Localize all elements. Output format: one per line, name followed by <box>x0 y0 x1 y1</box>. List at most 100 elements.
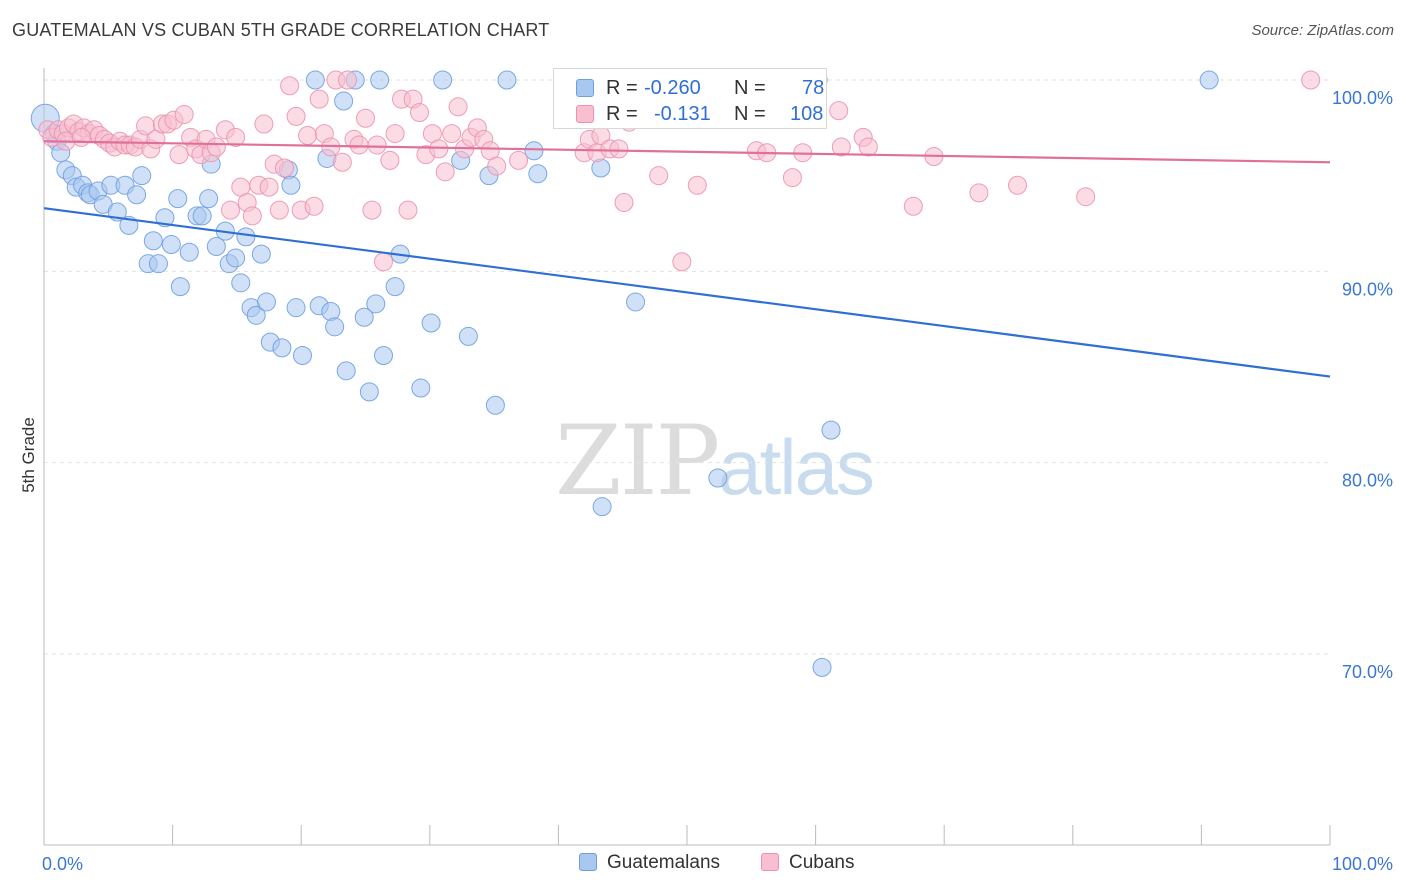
cuban-point <box>206 137 226 157</box>
guatemalan-point <box>161 235 181 255</box>
cuban-point <box>374 252 394 272</box>
guatemalan-point <box>421 313 441 333</box>
cuban-point <box>858 137 878 157</box>
guatemalan-point <box>192 206 212 226</box>
guatemalan-point <box>497 70 517 90</box>
cuban-point <box>1301 70 1321 90</box>
guatemalan-point <box>206 236 226 256</box>
cuban-point <box>169 145 189 165</box>
watermark: ZIPatlas <box>555 405 875 517</box>
guatemalan-point <box>708 468 728 488</box>
r-label: R = <box>606 77 638 99</box>
cuban-point <box>903 196 923 216</box>
cuban-point <box>1076 187 1096 207</box>
guatemalan-point <box>433 70 453 90</box>
guatemalan-point <box>334 91 354 111</box>
guatemalan-point <box>272 338 292 358</box>
x-tick-label: 0.0% <box>42 854 83 874</box>
cubans-legend-swatch <box>761 853 779 871</box>
guatemalan-point <box>366 294 386 314</box>
guatemalan-point <box>143 231 163 251</box>
y-tick-label: 90.0% <box>1342 279 1393 299</box>
guatemalan-point <box>170 277 190 297</box>
guatemalan-point <box>155 208 175 228</box>
guatemalan-point <box>292 346 312 366</box>
cuban-point <box>280 76 300 96</box>
guatemalan-point <box>148 254 168 274</box>
n-label: N = <box>734 103 766 125</box>
n-value: 78 <box>802 77 825 99</box>
cuban-point <box>442 124 462 144</box>
cuban-point <box>254 114 274 134</box>
cuban-point <box>309 89 329 109</box>
watermark-zip: ZIP <box>555 405 720 517</box>
source-label: Source: ZipAtlas.com <box>1251 22 1394 39</box>
cuban-point <box>969 183 989 203</box>
guatemalan-point <box>458 326 478 346</box>
n-label: N = <box>734 77 766 99</box>
cuban-point <box>298 125 318 145</box>
cuban-point <box>487 156 507 176</box>
cuban-point <box>174 104 194 124</box>
legend-item-cubans: Cubans <box>761 852 855 874</box>
x-tick-label: 100.0% <box>1332 854 1393 874</box>
guatemalan-point <box>246 305 266 325</box>
guatemalan-point <box>226 248 246 268</box>
cuban-point <box>356 108 375 128</box>
guatemalan-point <box>528 164 548 184</box>
cuban-point <box>71 127 91 147</box>
guatemalan-point <box>821 420 841 440</box>
correlation-legend: R = -0.260 N = 78 R = -0.131 N = 108 <box>553 68 827 129</box>
r-label: R = <box>606 103 638 125</box>
guatemalan-point <box>485 395 505 415</box>
cuban-point <box>609 139 629 159</box>
cuban-point <box>410 103 430 123</box>
cuban-point <box>286 106 306 126</box>
cuban-point <box>332 152 352 172</box>
cuban-point <box>782 168 802 188</box>
guatemalan-point <box>251 244 271 264</box>
cuban-point <box>649 166 669 186</box>
cuban-point <box>435 162 455 182</box>
guatemalan-point <box>281 175 301 195</box>
guatemalan-point <box>231 273 251 293</box>
cuban-point <box>687 175 707 195</box>
watermark-atlas: atlas <box>718 423 875 511</box>
cuban-point <box>509 150 529 170</box>
guatemalans-legend-label: Guatemalans <box>607 852 721 873</box>
cuban-point <box>385 124 405 144</box>
y-tick-label: 100.0% <box>1332 88 1393 108</box>
guatemalans-swatch <box>576 79 594 97</box>
y-tick-label: 70.0% <box>1342 662 1393 682</box>
cuban-point <box>614 192 634 212</box>
guatemalan-point <box>592 497 612 517</box>
cubans-trend-line <box>43 140 1331 164</box>
cubans-legend-label: Cubans <box>789 852 855 873</box>
guatemalan-point <box>626 292 646 312</box>
cuban-point <box>672 252 692 272</box>
cuban-point <box>349 135 369 155</box>
guatemalan-point <box>127 185 147 205</box>
n-value: 108 <box>790 103 824 125</box>
cuban-point <box>337 70 357 90</box>
cuban-point <box>398 200 418 220</box>
guatemalan-point <box>374 346 394 366</box>
guatemalan-point <box>325 317 345 337</box>
guatemalan-point <box>179 242 199 262</box>
cuban-point <box>829 101 849 121</box>
cuban-point <box>259 177 279 197</box>
guatemalan-point <box>359 382 379 402</box>
y-axis-label: 5th Grade <box>19 417 38 493</box>
cuban-point <box>367 135 387 155</box>
guatemalan-point <box>305 70 325 90</box>
guatemalan-point <box>286 298 306 318</box>
guatemalan-point <box>256 292 276 312</box>
guatemalans-legend-swatch <box>579 853 597 871</box>
cuban-point <box>1008 175 1028 195</box>
cuban-point <box>362 200 382 220</box>
cuban-point <box>274 158 294 178</box>
guatemalan-point <box>812 657 832 677</box>
cuban-point <box>304 196 324 216</box>
chart-title: GUATEMALAN VS CUBAN 5TH GRADE CORRELATIO… <box>12 20 550 40</box>
cubans-swatch <box>576 105 594 123</box>
